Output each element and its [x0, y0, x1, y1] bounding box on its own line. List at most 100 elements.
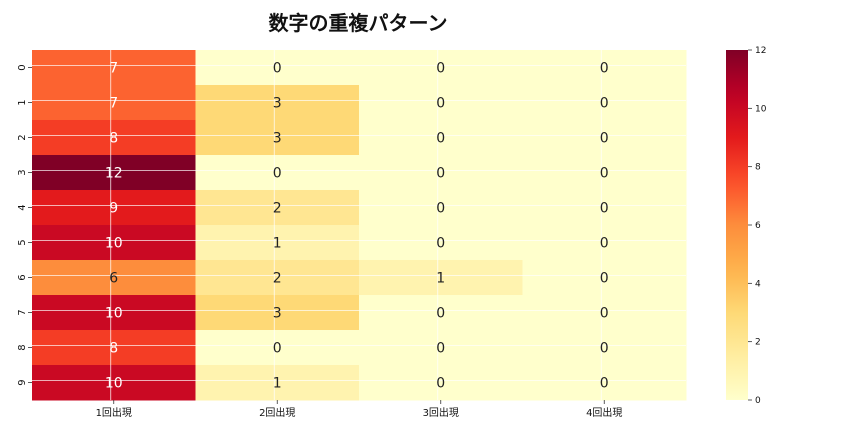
chart-title: 数字の重複パターン — [269, 11, 448, 35]
cell-labels: 7 0 0 07 3 0 08 3 0 012 0 0 09 2 0 010 1 0 06 2 1 010 3 0 08 0 0 01… — [105, 61, 609, 392]
cell-value-3-1: 0 — [273, 166, 282, 182]
cell-value-3-3: 0 — [600, 166, 609, 182]
y-tick-label-7: 7 — [17, 309, 28, 315]
heatmap-cell-4-1 — [195, 190, 360, 226]
heatmap-cell-0-1 — [195, 50, 360, 86]
heatmap-cell-1-1 — [195, 85, 360, 121]
cell-value-0-3: 0 — [600, 61, 609, 77]
x-tick-label-0: 1回出現 — [96, 406, 132, 419]
cell-value-6-0: 6 — [109, 271, 118, 287]
cell-value-6-3: 0 — [600, 271, 609, 287]
y-tick-label-9: 9 — [17, 379, 28, 385]
cell-value-8-2: 0 — [436, 341, 445, 357]
colorbar-tick-label-0: 0 — [755, 396, 761, 406]
heatmap-cell-9-3 — [522, 365, 687, 401]
y-tick-label-2: 2 — [17, 134, 28, 140]
heatmap-cell-7-3 — [522, 295, 687, 331]
cell-value-2-0: 8 — [109, 131, 118, 147]
y-tick-label-8: 8 — [17, 344, 28, 350]
colorbar-tick-label-3: 6 — [755, 221, 761, 231]
cell-value-0-1: 0 — [273, 61, 282, 77]
gridlines — [32, 50, 686, 400]
heatmap-cell-7-0 — [32, 295, 196, 331]
heatmap-cell-9-2 — [359, 365, 523, 401]
heatmap-cell-7-1 — [195, 295, 360, 331]
heatmap-cell-0-2 — [359, 50, 523, 86]
cell-value-1-3: 0 — [600, 96, 609, 112]
cell-value-0-2: 0 — [436, 61, 445, 77]
cell-value-5-3: 0 — [600, 236, 609, 252]
cell-value-9-0: 10 — [105, 376, 123, 392]
heatmap-cell-8-3 — [522, 330, 687, 366]
heatmap-cell-4-3 — [522, 190, 687, 226]
cell-value-7-0: 10 — [105, 306, 123, 322]
heatmap-cell-9-1 — [195, 365, 360, 401]
heatmap-cell-0-3 — [522, 50, 687, 86]
cell-value-2-1: 3 — [273, 131, 282, 147]
heatmap-cells — [32, 50, 687, 401]
cell-value-7-3: 0 — [600, 306, 609, 322]
heatmap-cell-4-2 — [359, 190, 523, 226]
colorbar-tick-label-1: 2 — [755, 338, 761, 348]
cell-value-1-0: 7 — [109, 96, 118, 112]
heatmap-cell-2-1 — [195, 120, 360, 156]
cell-value-8-1: 0 — [273, 341, 282, 357]
y-axis-ticks: 0 1 2 3 4 5 6 7 8 9 — [17, 64, 32, 386]
colorbar-gradient — [726, 50, 748, 400]
y-tick-label-1: 1 — [17, 99, 28, 105]
cell-value-0-0: 7 — [109, 61, 118, 77]
heatmap-cell-2-2 — [359, 120, 523, 156]
colorbar-tick-label-4: 8 — [755, 163, 761, 173]
heatmap-cell-6-3 — [522, 260, 687, 296]
y-tick-label-6: 6 — [17, 274, 28, 280]
cell-value-9-2: 0 — [436, 376, 445, 392]
cell-value-4-2: 0 — [436, 201, 445, 217]
heatmap-cell-4-0 — [32, 190, 196, 226]
heatmap-cell-6-2 — [359, 260, 523, 296]
x-tick-label-1: 2回出現 — [259, 406, 295, 419]
heatmap-cell-5-0 — [32, 225, 196, 261]
heatmap-cell-1-3 — [522, 85, 687, 121]
heatmap-cell-1-2 — [359, 85, 523, 121]
cell-value-6-1: 2 — [273, 271, 282, 287]
y-tick-label-3: 3 — [17, 169, 28, 175]
cell-value-4-0: 9 — [109, 201, 118, 217]
cell-value-4-1: 2 — [273, 201, 282, 217]
colorbar: 0 2 4 6 8 10 12 — [726, 46, 767, 406]
cell-value-5-2: 0 — [436, 236, 445, 252]
cell-value-5-1: 1 — [273, 236, 282, 252]
cell-value-3-2: 0 — [436, 166, 445, 182]
heatmap-cell-8-1 — [195, 330, 360, 366]
y-tick-label-0: 0 — [17, 64, 28, 70]
heatmap-cell-3-2 — [359, 155, 523, 191]
y-tick-label-5: 5 — [17, 239, 28, 245]
heatmap-cell-8-2 — [359, 330, 523, 366]
cell-value-5-0: 10 — [105, 236, 123, 252]
heatmap-cell-2-0 — [32, 120, 196, 156]
heatmap-cell-0-0 — [32, 50, 196, 86]
colorbar-tick-label-2: 4 — [755, 279, 761, 289]
heatmap-cell-6-1 — [195, 260, 360, 296]
heatmap-cell-3-0 — [32, 155, 196, 191]
heatmap-cell-5-2 — [359, 225, 523, 261]
cell-value-3-0: 12 — [105, 166, 123, 182]
cell-value-1-1: 3 — [273, 96, 282, 112]
cell-value-8-3: 0 — [600, 341, 609, 357]
x-tick-label-3: 4回出現 — [586, 406, 622, 419]
heatmap-cell-3-3 — [522, 155, 687, 191]
heatmap-cell-9-0 — [32, 365, 196, 401]
cell-value-9-1: 1 — [273, 376, 282, 392]
cell-value-7-1: 3 — [273, 306, 282, 322]
colorbar-tick-label-6: 12 — [755, 46, 766, 56]
heatmap-cell-5-3 — [522, 225, 687, 261]
cell-value-6-2: 1 — [436, 271, 445, 287]
y-tick-label-4: 4 — [17, 204, 28, 210]
heatmap-cell-7-2 — [359, 295, 523, 331]
cell-value-9-3: 0 — [600, 376, 609, 392]
cell-value-2-3: 0 — [600, 131, 609, 147]
heatmap-cell-8-0 — [32, 330, 196, 366]
heatmap-cell-5-1 — [195, 225, 360, 261]
x-tick-label-2: 3回出現 — [423, 406, 459, 419]
cell-value-8-0: 8 — [109, 341, 118, 357]
